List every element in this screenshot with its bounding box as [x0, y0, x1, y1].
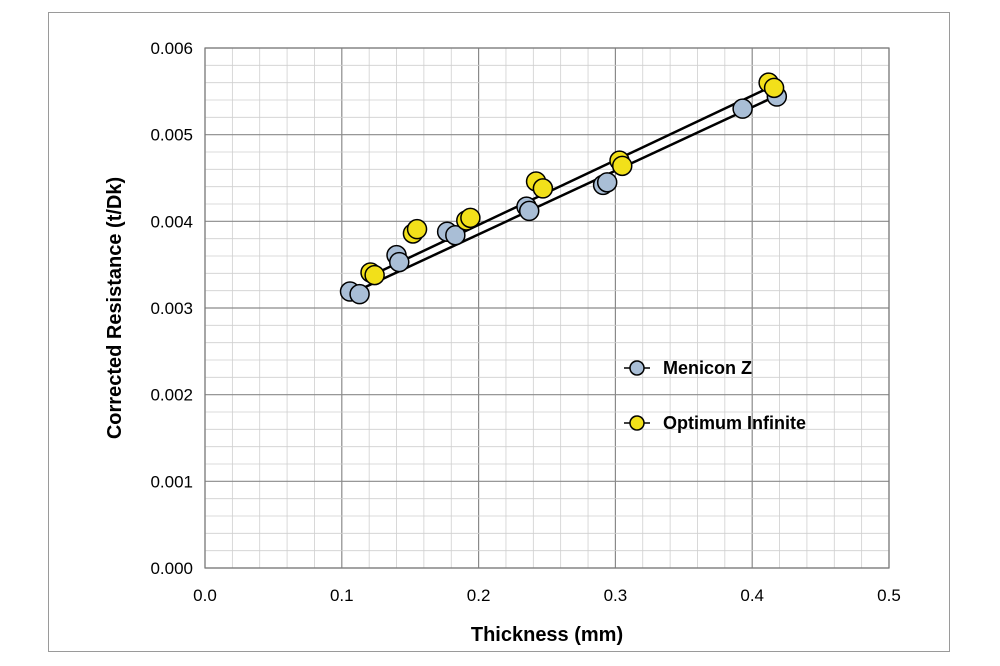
data-point-series-0	[389, 251, 410, 273]
x-tick-label: 0.5	[877, 586, 901, 605]
trendlines	[349, 84, 778, 296]
y-tick-label: 0.005	[150, 126, 193, 145]
x-tick-label: 0.0	[193, 586, 217, 605]
y-tick-label: 0.006	[150, 39, 193, 58]
x-tick-label: 0.4	[740, 586, 764, 605]
legend-marker-menicon-z	[629, 360, 645, 376]
x-tick-label: 0.2	[467, 586, 491, 605]
y-tick-label: 0.000	[150, 559, 193, 578]
grid	[204, 47, 890, 569]
data-point-series-1	[364, 264, 385, 286]
data-point-series-0	[349, 283, 370, 305]
y-axis-ticks: 0.000 0.001 0.002 0.003 0.004 0.005 0.006	[150, 39, 193, 578]
data-point-series-0	[518, 200, 540, 222]
x-axis-ticks: 0.0 0.1 0.2 0.3 0.4 0.5	[193, 586, 901, 605]
x-tick-label: 0.1	[330, 586, 354, 605]
data-points	[339, 72, 788, 305]
y-tick-label: 0.004	[150, 212, 193, 231]
trendline-series-1	[369, 84, 775, 278]
legend-marker-optimum-infinite	[629, 415, 645, 431]
y-tick-label: 0.001	[150, 472, 193, 491]
data-point-series-0	[445, 224, 466, 246]
y-axis-label: Corrected Resistance (t/Dk)	[104, 177, 126, 439]
data-point-series-0	[732, 98, 753, 119]
y-tick-label: 0.003	[150, 299, 193, 318]
chart-frame: 0.000 0.001 0.002 0.003 0.004 0.005 0.006 0.0 0…	[48, 12, 950, 652]
legend-label-optimum-infinite: Optimum Infinite	[663, 413, 806, 433]
y-tick-label: 0.002	[150, 386, 193, 405]
data-point-series-0	[596, 172, 618, 193]
data-point-series-1	[406, 218, 428, 240]
x-axis-label: Thickness (mm)	[471, 624, 623, 646]
x-tick-label: 0.3	[604, 586, 628, 605]
data-point-series-1	[763, 77, 785, 99]
trendline-series-0	[349, 94, 778, 296]
plot-border	[204, 47, 890, 569]
data-point-series-1	[532, 178, 554, 199]
legend-label-menicon-z: Menicon Z	[663, 358, 752, 378]
legend: Menicon Z Optimum Infinite	[624, 358, 806, 433]
data-point-series-1	[460, 207, 481, 229]
data-point-series-1	[611, 155, 633, 177]
